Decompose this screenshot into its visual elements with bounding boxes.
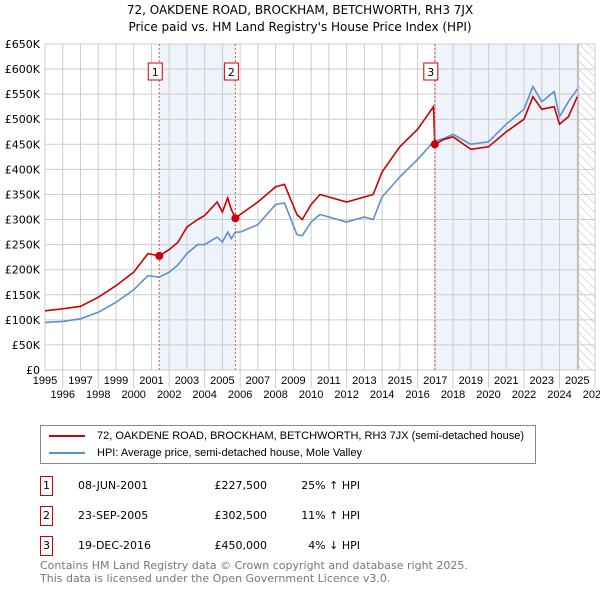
x-tick-label: 2007 xyxy=(246,375,270,387)
x-tick-label: 2015 xyxy=(388,375,412,387)
x-tick-label: 2019 xyxy=(459,375,483,387)
sale-date: 08-JUN-2001 xyxy=(78,479,149,492)
plot-border xyxy=(44,43,596,371)
sale-hpi-diff: 11% ↑ HPI xyxy=(301,509,360,522)
legend: 72, OAKDENE ROAD, BROCKHAM, BETCHWORTH, … xyxy=(40,425,536,464)
x-tick-label: 2005 xyxy=(210,375,234,387)
x-tick-label: 2024 xyxy=(547,389,571,401)
y-tick-label: £0 xyxy=(26,364,40,377)
y-tick-label: £450K xyxy=(5,138,41,151)
legend-price-label: 72, OAKDENE ROAD, BROCKHAM, BETCHWORTH, … xyxy=(97,430,525,442)
sale-label: 2 xyxy=(228,66,235,79)
sale-marker-box: 3 xyxy=(40,536,53,556)
footer: Contains HM Land Registry data © Crown c… xyxy=(40,559,468,585)
price-legend-swatch xyxy=(49,435,85,437)
y-tick-label: £300K xyxy=(5,214,41,227)
y-tick-label: £650K xyxy=(5,38,41,51)
sale-row: 3 19-DEC-2016 £450,000 4% ↓ HPI xyxy=(40,536,440,556)
footer-line-2: This data is licensed under the Open Gov… xyxy=(40,572,391,585)
sale-point xyxy=(155,251,164,260)
x-tick-label: 2018 xyxy=(441,389,465,401)
sale-row: 1 08-JUN-2001 £227,500 25% ↑ HPI xyxy=(40,476,440,496)
x-tick-label: 2023 xyxy=(530,375,554,387)
price-chart: 1 2 3 1995 1996 1997 1998 1999 2000 2001 2002 2003 2… xyxy=(5,38,600,401)
sale-label-box xyxy=(423,62,439,81)
chart-subtitle: Price paid vs. HM Land Registry's House … xyxy=(128,20,472,34)
x-tick-label: 2010 xyxy=(299,389,323,401)
x-tick-label: 2004 xyxy=(192,389,216,401)
forecast-hatch xyxy=(578,44,595,370)
y-tick-label: £100K xyxy=(5,314,41,327)
sale-label-box xyxy=(147,62,163,81)
sale-hpi-diff: 4% ↓ HPI xyxy=(308,539,360,552)
x-tick-label: 2001 xyxy=(139,375,163,387)
sale-price: £302,500 xyxy=(214,509,268,522)
sale-date: 19-DEC-2016 xyxy=(78,539,152,552)
sale-row: 2 23-SEP-2005 £302,500 11% ↑ HPI xyxy=(40,506,440,526)
chart-title: 72, OAKDENE ROAD, BROCKHAM, BETCHWORTH, … xyxy=(126,3,474,17)
price-line xyxy=(44,95,579,312)
y-tick-label: £600K xyxy=(5,63,41,76)
x-tick-label: 1999 xyxy=(104,375,128,387)
x-tick-label: 2013 xyxy=(352,375,376,387)
x-tick-label: 2021 xyxy=(494,375,518,387)
sale-price: £227,500 xyxy=(214,479,268,492)
x-tick-label: 2000 xyxy=(121,389,145,401)
sale-price: £450,000 xyxy=(214,539,268,552)
y-tick-label: £200K xyxy=(5,264,41,277)
sale-date: 23-SEP-2005 xyxy=(78,509,149,522)
x-tick-label: 1995 xyxy=(33,375,57,387)
sale-marker-box: 1 xyxy=(40,476,53,496)
sale-point xyxy=(231,214,240,223)
x-tick-label: 2011 xyxy=(317,375,341,387)
y-tick-label: £250K xyxy=(5,239,41,252)
x-tick-label: 2020 xyxy=(476,389,500,401)
x-tick-label: 2006 xyxy=(228,389,252,401)
x-tick-label: 2003 xyxy=(175,375,199,387)
sale-label: 3 xyxy=(427,66,434,79)
y-tick-label: £50K xyxy=(12,339,41,352)
x-tick-label: 2009 xyxy=(281,375,305,387)
y-tick-label: £550K xyxy=(5,88,41,101)
x-tick-label: 2012 xyxy=(334,389,358,401)
x-tick-label: 1997 xyxy=(68,375,92,387)
y-tick-label: £500K xyxy=(5,113,41,126)
sale-label-box xyxy=(223,62,239,81)
legend-hpi-label: HPI: Average price, semi-detached house,… xyxy=(97,447,362,459)
y-tick-label: £350K xyxy=(5,188,41,201)
x-tick-label: 1998 xyxy=(86,389,110,401)
x-tick-label: 2008 xyxy=(263,389,287,401)
y-tick-label: £150K xyxy=(5,289,41,302)
sale-label: 1 xyxy=(152,66,159,79)
sale-point xyxy=(430,140,439,149)
y-tick-label: £400K xyxy=(5,163,41,176)
x-tick-label: 2014 xyxy=(370,389,394,401)
x-tick-label: 2017 xyxy=(423,375,447,387)
x-tick-label: 2022 xyxy=(512,389,536,401)
hpi-legend-swatch xyxy=(49,452,85,454)
x-tick-label: 2026 xyxy=(583,389,600,401)
x-tick-label: 1996 xyxy=(50,389,74,401)
sale-hpi-diff: 25% ↑ HPI xyxy=(301,479,360,492)
hpi-line xyxy=(44,84,578,324)
x-tick-label: 2025 xyxy=(565,375,589,387)
sale-marker-box: 2 xyxy=(40,506,53,526)
x-tick-label: 2016 xyxy=(405,389,429,401)
x-tick-label: 2002 xyxy=(157,389,181,401)
footer-line-1: Contains HM Land Registry data © Crown c… xyxy=(40,559,468,572)
